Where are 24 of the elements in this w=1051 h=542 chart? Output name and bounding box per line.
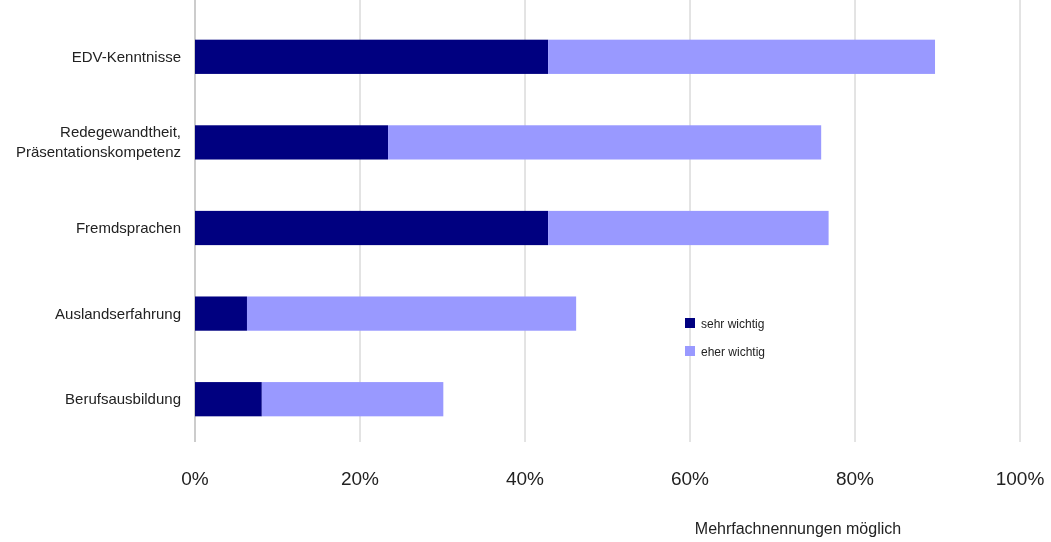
bar [195,210,549,246]
x-tick-label: 80% [835,468,875,489]
y-tick-label: Auslandserfahrung [55,304,181,322]
bar [388,125,822,160]
x-tick-label: 20% [340,468,380,489]
bar [195,382,262,417]
x-tick-label: 60% [670,468,710,489]
bar [195,296,247,331]
bar [246,296,577,331]
y-tick-label: EDV-Kenntnisse [71,47,181,65]
y-tick-label: Fremdsprachen [75,219,181,236]
x-tick-label: 100% [995,468,1045,489]
x-tick-label: 0% [181,468,209,489]
legend-label: sehr wichtig [701,317,765,331]
legend-label: eher wichtig [701,345,766,359]
bar [261,382,444,417]
bar [195,39,549,74]
y-tick-label: Berufsausbildung [65,390,181,408]
bar [195,125,389,160]
text: Mehrfachnennungen möglich [694,520,902,537]
bar [548,39,936,74]
x-tick-label: 40% [505,468,545,489]
y-tick-label: Redegewandtheit, Präsentationskompetenz [15,123,181,161]
bar [548,210,829,246]
